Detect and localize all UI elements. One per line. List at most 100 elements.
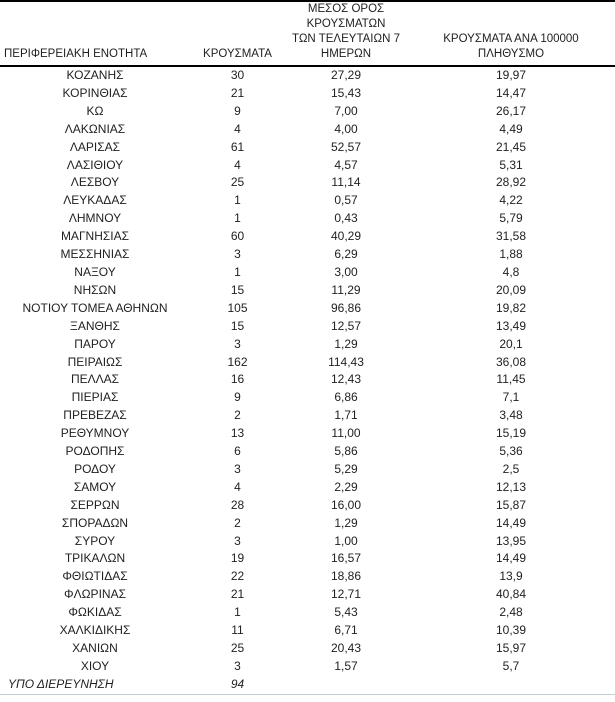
cell-per100k: 2,5 (502, 461, 520, 476)
cell-cases: 162 (227, 354, 248, 369)
cell-cases: 4 (234, 121, 241, 136)
cell-cases: 2 (234, 515, 241, 530)
cell-region: ΡΕΘΥΜΝΟΥ (60, 426, 130, 441)
cell-per100k: 19,82 (495, 300, 527, 315)
cell-region: ΚΩ (86, 103, 104, 118)
table-row: ΡΕΘΥΜΝΟΥ 13 11,00 15,19 (0, 425, 615, 443)
table-row: ΝΗΣΩΝ 15 11,29 20,09 (0, 282, 615, 300)
table-row: ΛΑΣΙΘΙΟΥ 4 4,57 5,31 (0, 157, 615, 175)
cell-region: ΦΩΚΙΔΑΣ (68, 605, 122, 620)
cell-region: ΞΑΝΘΗΣ (70, 318, 120, 333)
table-header: ΠΕΡΙΦΕΡΕΙΑΚΗ ΕΝΟΤΗΤΑ ΚΡΟΥΣΜΑΤΑ ΜΕΣΟΣ ΟΡΟ… (0, 1, 615, 67)
cell-cases: 22 (230, 569, 245, 584)
cell-per100k: 40,84 (495, 587, 527, 602)
cell-region: ΝΑΞΟΥ (74, 264, 116, 279)
cell-region: ΦΘΙΩΤΙΔΑΣ (62, 569, 128, 584)
cell-cases: 16 (230, 372, 245, 387)
cell-cases: 2 (234, 408, 241, 423)
cell-cases: 21 (230, 85, 245, 100)
cell-avg7: 40,29 (330, 229, 362, 244)
cell-per100k: 14,49 (495, 551, 527, 566)
table-row: ΧΑΝΙΩΝ 25 20,43 15,97 (0, 640, 615, 658)
cell-per100k: 13,9 (499, 569, 523, 584)
cell-per100k: 13,95 (495, 533, 527, 548)
cell-avg7: 18,86 (330, 569, 362, 584)
table-row: ΣΕΡΡΩΝ 28 16,00 15,87 (0, 497, 615, 515)
cell-region: ΛΑΣΙΘΙΟΥ (66, 157, 124, 172)
cell-per100k: 5,7 (502, 658, 520, 673)
cell-avg7: 1,71 (334, 408, 358, 423)
cell-per100k: 14,47 (495, 85, 527, 100)
cell-avg7: 16,57 (330, 551, 362, 566)
cell-per100k: 31,58 (495, 229, 527, 244)
cell-region: ΣΥΡΟΥ (74, 533, 116, 548)
table-row: ΛΑΡΙΣΑΣ 61 52,57 21,45 (0, 139, 615, 157)
cell-per100k: 7,1 (502, 390, 520, 405)
table-row: ΤΡΙΚΑΛΩΝ 19 16,57 14,49 (0, 550, 615, 568)
cell-cases: 28 (230, 497, 245, 512)
table-row: ΜΑΓΝΗΣΙΑΣ 60 40,29 31,58 (0, 228, 615, 246)
cell-per100k: 2,48 (499, 605, 523, 620)
cell-region: ΠΑΡΟΥ (74, 336, 116, 351)
cell-avg7: 11,00 (331, 426, 361, 441)
cell-cases: 60 (230, 229, 245, 244)
cell-avg7: 96,86 (330, 300, 362, 315)
table-row: ΣΠΟΡΑΔΩΝ 2 1,29 14,49 (0, 515, 615, 533)
cell-cases: 3 (234, 247, 241, 262)
cell-per100k: 13,49 (495, 318, 527, 333)
cell-cases: 9 (234, 103, 241, 118)
cell-avg7: 12,57 (330, 318, 362, 333)
cell-avg7: 6,29 (334, 247, 358, 262)
cell-avg7: 4,00 (334, 121, 358, 136)
cell-per100k: 26,17 (495, 103, 527, 118)
cell-region: ΥΠΟ ΔΙΕΡΕΥΝΗΣΗ (8, 676, 114, 691)
cell-cases: 1 (234, 211, 241, 226)
cell-per100k: 3,48 (499, 408, 523, 423)
cell-avg7: 12,43 (330, 372, 362, 387)
table-row: ΛΑΚΩΝΙΑΣ 4 4,00 4,49 (0, 121, 615, 139)
table-row: ΛΕΥΚΑΔΑΣ 1 0,57 4,22 (0, 192, 615, 210)
table-row: ΧΑΛΚΙΔΙΚΗΣ 11 6,71 10,39 (0, 622, 615, 640)
cell-avg7: 1,00 (334, 533, 358, 548)
cell-region: ΚΟΡΙΝΘΙΑΣ (62, 85, 128, 100)
cell-avg7: 20,43 (330, 641, 362, 655)
table-row: ΚΟΖΑΝΗΣ 30 27,29 19,97 (0, 66, 615, 85)
cell-avg7: 11,14 (331, 175, 361, 190)
cell-cases: 4 (234, 157, 241, 172)
column-header-7day-average: ΜΕΣΟΣ ΟΡΟΣ ΚΡΟΥΣΜΑΤΩΝ ΤΩΝ ΤΕΛΕΥΤΑΙΩΝ 7 Η… (285, 1, 407, 67)
cell-cases: 3 (234, 658, 241, 673)
cell-cases: 105 (227, 300, 248, 315)
cell-avg7: 5,29 (334, 461, 358, 476)
cell-region: ΚΟΖΑΝΗΣ (66, 68, 124, 82)
cell-cases: 19 (230, 551, 245, 566)
under-investigation-row: ΥΠΟ ΔΙΕΡΕΥΝΗΣΗ 94 (0, 676, 615, 694)
cell-avg7: 3,00 (334, 264, 358, 279)
cell-region: ΧΙΟΥ (80, 658, 110, 673)
cell-per100k: 15,97 (495, 641, 527, 655)
cell-per100k: 15,19 (495, 426, 527, 441)
cell-region: ΛΑΚΩΝΙΑΣ (64, 121, 126, 136)
cell-cases: 9 (234, 390, 241, 405)
cell-avg7: 11,29 (331, 282, 361, 297)
table-row: ΚΩ 9 7,00 26,17 (0, 103, 615, 121)
column-header-cases: ΚΡΟΥΣΜΑΤΑ (190, 1, 285, 67)
cell-region: ΜΕΣΣΗΝΙΑΣ (60, 247, 130, 262)
cell-per100k: 14,49 (495, 515, 527, 530)
cell-cases: 4 (234, 479, 241, 494)
cell-per100k: 5,79 (499, 211, 523, 226)
cell-cases: 15 (230, 318, 245, 333)
cell-cases: 15 (230, 282, 245, 297)
cell-cases: 13 (230, 426, 245, 441)
column-header-region: ΠΕΡΙΦΕΡΕΙΑΚΗ ΕΝΟΤΗΤΑ (0, 1, 190, 67)
cell-cases: 94 (230, 676, 245, 691)
cell-per100k: 36,08 (495, 354, 527, 369)
cell-avg7: 1,29 (334, 515, 358, 530)
table-row: ΠΙΕΡΙΑΣ 9 6,86 7,1 (0, 389, 615, 407)
table-row: ΞΑΝΘΗΣ 15 12,57 13,49 (0, 318, 615, 336)
table-row: ΣΑΜΟΥ 4 2,29 12,13 (0, 479, 615, 497)
cell-per100k: 10,39 (495, 623, 527, 638)
cell-avg7: 6,86 (334, 390, 358, 405)
cell-cases: 1 (234, 264, 241, 279)
